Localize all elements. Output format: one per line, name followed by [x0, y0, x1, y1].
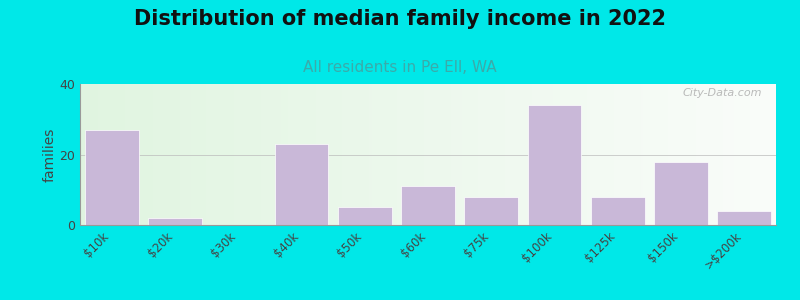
Bar [85, 130, 138, 225]
Text: Distribution of median family income in 2022: Distribution of median family income in … [134, 9, 666, 29]
Bar [464, 197, 518, 225]
Bar [528, 105, 582, 225]
Bar [401, 186, 455, 225]
Bar [718, 211, 771, 225]
Text: All residents in Pe Ell, WA: All residents in Pe Ell, WA [303, 60, 497, 75]
Bar [654, 161, 708, 225]
Text: City-Data.com: City-Data.com [682, 88, 762, 98]
Y-axis label: families: families [42, 127, 57, 182]
Bar [338, 207, 392, 225]
Bar [148, 218, 202, 225]
Bar [591, 197, 645, 225]
Bar [274, 144, 328, 225]
